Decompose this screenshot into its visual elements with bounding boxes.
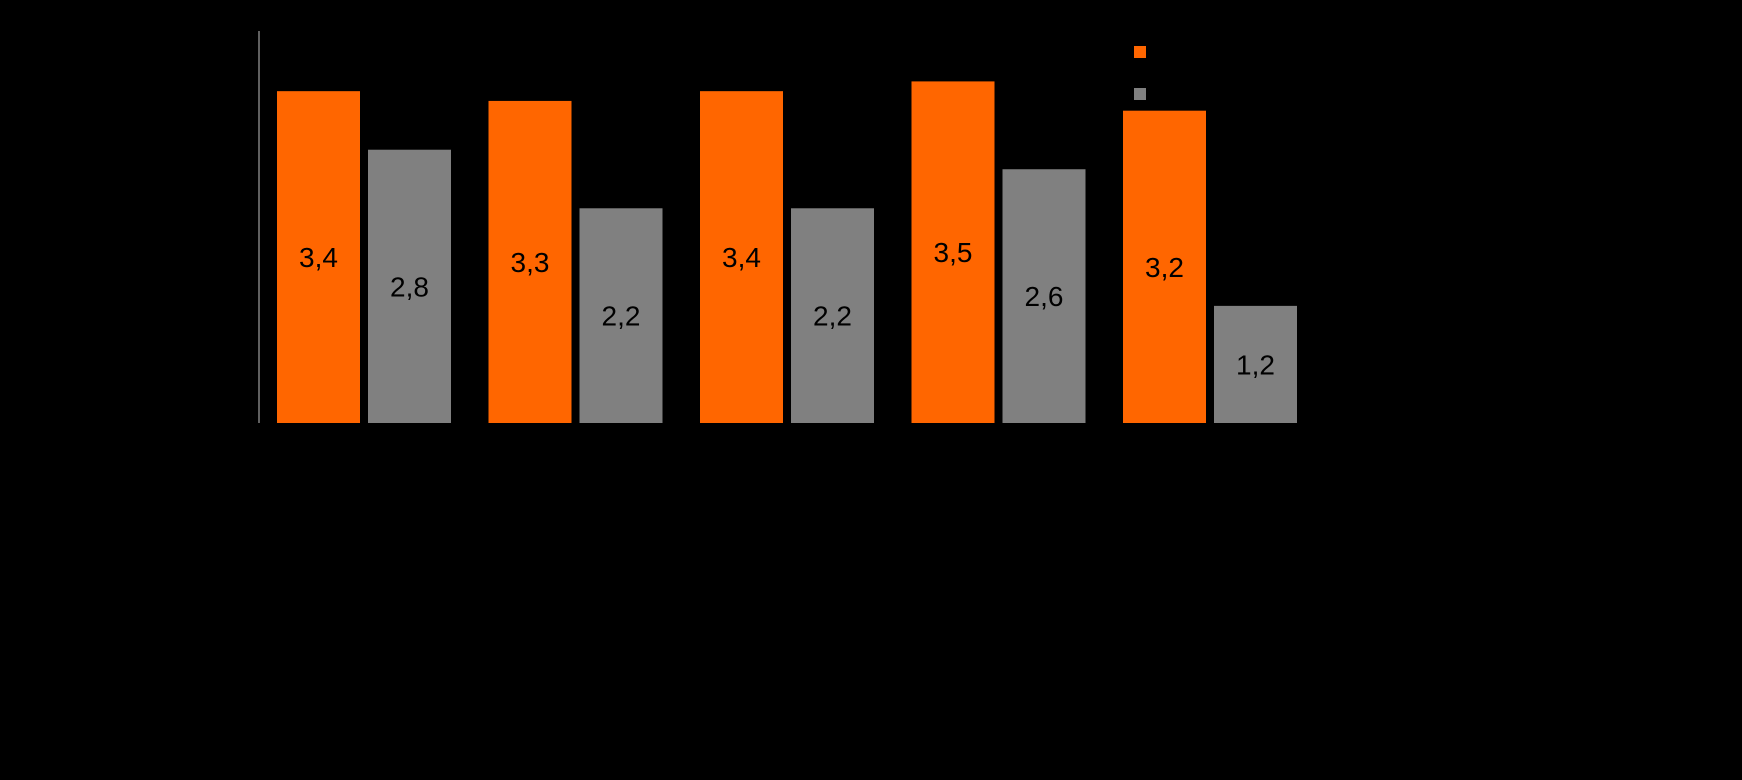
bar-series2-cat5 [1214, 305, 1297, 423]
bar-series2-cat2 [579, 208, 663, 423]
bar-series1-cat2 [488, 100, 572, 424]
bar-series2-cat3 [791, 208, 874, 423]
data-label-series2-cat1: 2,8 [390, 271, 429, 302]
data-label-series1-cat2: 3,3 [511, 247, 550, 278]
bar-series1-cat1 [277, 91, 360, 423]
bars-group: 3,4 3,3 3,4 3,5 3,2 2,8 2,2 2,2 2,6 1,2 [277, 81, 1297, 424]
data-label-series1-cat5: 3,2 [1145, 252, 1184, 283]
bar-series1-cat4 [911, 81, 995, 424]
data-label-series1-cat1: 3,4 [299, 242, 338, 273]
data-label-series2-cat3: 2,2 [813, 301, 852, 332]
data-label-series2-cat2: 2,2 [602, 301, 641, 332]
data-label-series1-cat4: 3,5 [934, 237, 973, 268]
data-label-series1-cat3: 3,4 [722, 242, 761, 273]
data-label-series2-cat4: 2,6 [1025, 281, 1064, 312]
legend [1134, 46, 1146, 100]
bar-series1-cat3 [700, 91, 783, 423]
bar-series2-cat1 [368, 149, 451, 423]
bar-series2-cat4 [1002, 169, 1086, 423]
legend-marker-series1 [1134, 46, 1146, 58]
data-label-series2-cat5: 1,2 [1236, 349, 1275, 380]
legend-marker-series2 [1134, 88, 1146, 100]
bar-series1-cat5 [1123, 110, 1206, 424]
